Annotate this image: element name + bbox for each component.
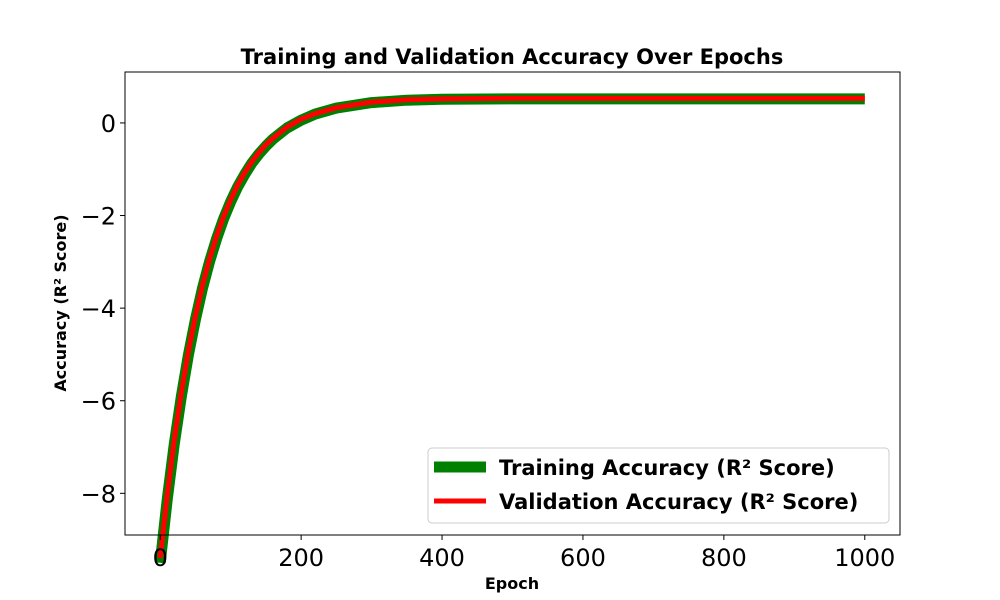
chart-title: Training and Validation Accuracy Over Ep… <box>241 45 784 69</box>
x-axis-label: Epoch <box>485 574 539 593</box>
x-tick-label: 800 <box>701 544 747 572</box>
legend: Training Accuracy (R² Score) Validation … <box>427 447 890 524</box>
y-tick-label: −6 <box>81 388 116 416</box>
y-axis: 0 −2 −4 −6 −8 <box>81 110 125 508</box>
legend-label-training: Training Accuracy (R² Score) <box>499 456 835 480</box>
y-tick-label: −4 <box>81 295 116 323</box>
legend-label-validation: Validation Accuracy (R² Score) <box>499 490 858 514</box>
y-tick-label: −8 <box>81 480 116 508</box>
series-line-validation <box>157 95 865 559</box>
x-axis: 0 200 400 600 800 1000 <box>153 535 895 572</box>
plot-frame <box>124 71 901 536</box>
x-tick-label: 0 <box>153 544 168 572</box>
y-tick-label: 0 <box>101 110 116 138</box>
x-tick-label: 400 <box>419 544 465 572</box>
x-tick-label: 1000 <box>834 544 895 572</box>
series-layer <box>154 93 865 564</box>
legend-box <box>427 447 890 524</box>
x-tick-label: 600 <box>560 544 606 572</box>
y-axis-label: Accuracy (R² Score) <box>51 214 70 391</box>
y-tick-label: −2 <box>81 203 116 231</box>
x-tick-label: 200 <box>278 544 324 572</box>
